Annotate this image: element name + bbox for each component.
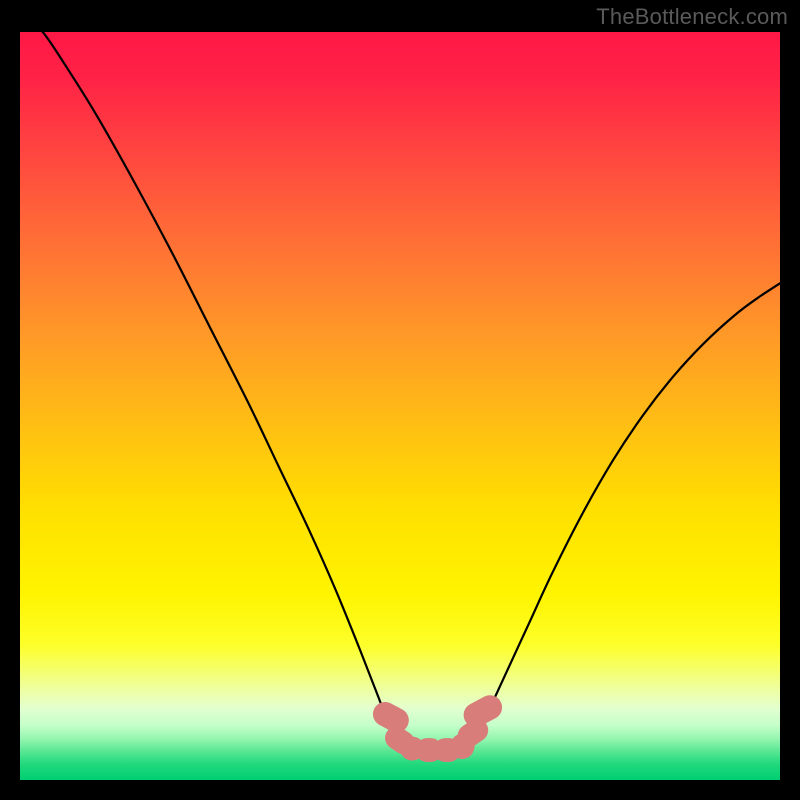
chart-frame: { "watermark": { "text": "TheBottleneck.… <box>0 0 800 800</box>
watermark-text: TheBottleneck.com <box>596 4 788 30</box>
plot-area <box>20 32 780 780</box>
chart-background <box>20 32 780 780</box>
chart-svg <box>20 32 780 780</box>
